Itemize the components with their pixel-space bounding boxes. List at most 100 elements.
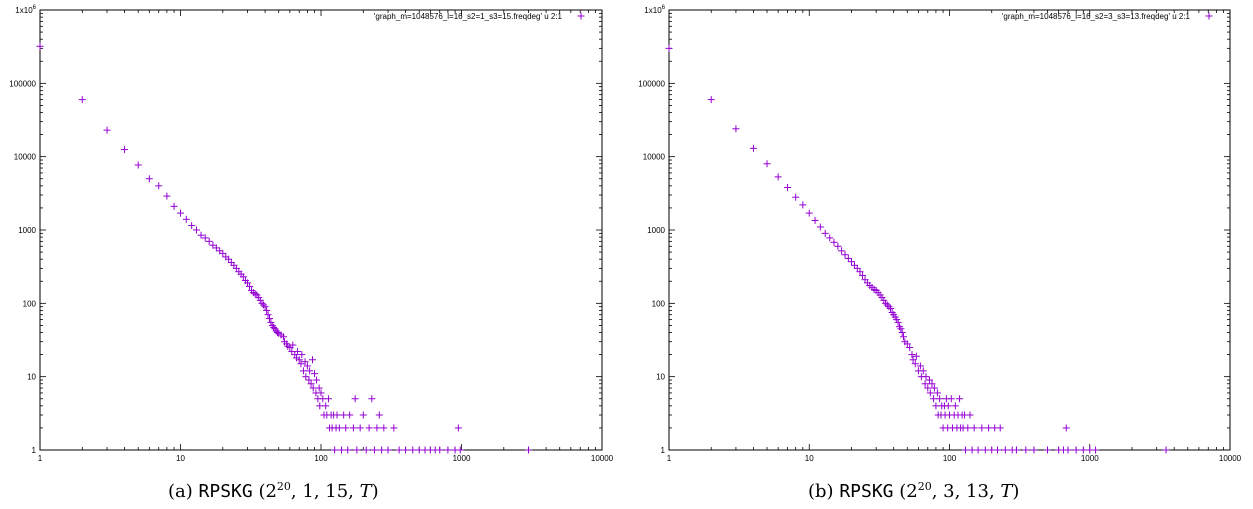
data-point bbox=[970, 424, 978, 432]
data-point bbox=[373, 424, 381, 432]
data-point bbox=[805, 209, 813, 217]
data-point bbox=[1079, 446, 1087, 454]
data-point bbox=[1030, 446, 1038, 454]
data-point bbox=[349, 424, 357, 432]
data-point bbox=[897, 325, 905, 333]
data-point bbox=[313, 376, 321, 384]
y-tick-label: 1 bbox=[32, 446, 37, 455]
data-point bbox=[331, 446, 339, 454]
data-point bbox=[834, 242, 842, 250]
data-point bbox=[338, 446, 346, 454]
legend-marker bbox=[577, 12, 585, 20]
y-tick-label: 100000 bbox=[9, 79, 36, 88]
data-point bbox=[145, 175, 153, 183]
y-tick-label: 10 bbox=[27, 373, 36, 382]
data-point bbox=[456, 446, 464, 454]
data-point bbox=[155, 182, 163, 190]
data-point bbox=[930, 384, 938, 392]
data-point bbox=[256, 296, 264, 304]
data-point bbox=[1022, 446, 1030, 454]
data-point bbox=[784, 183, 792, 191]
data-point bbox=[665, 44, 673, 52]
data-point bbox=[838, 247, 846, 255]
data-point bbox=[395, 446, 403, 454]
data-point bbox=[264, 311, 272, 319]
data-point bbox=[921, 380, 929, 388]
data-point bbox=[295, 356, 303, 364]
data-point bbox=[880, 296, 888, 304]
x-tick-label: 1000 bbox=[453, 454, 471, 463]
data-point bbox=[961, 446, 969, 454]
data-point bbox=[375, 411, 383, 419]
x-tick-label: 10000 bbox=[591, 454, 614, 463]
data-point bbox=[335, 424, 343, 432]
data-point bbox=[322, 402, 330, 410]
data-point bbox=[912, 352, 920, 360]
data-point bbox=[78, 96, 86, 104]
caption-b-args: (220, 3, 13, T) bbox=[899, 480, 1020, 502]
data-point bbox=[279, 333, 287, 341]
data-point bbox=[365, 424, 373, 432]
data-point bbox=[916, 362, 924, 370]
data-point bbox=[302, 373, 310, 381]
data-point bbox=[36, 42, 44, 50]
data-point bbox=[930, 395, 938, 403]
data-point bbox=[307, 380, 315, 388]
data-point bbox=[844, 254, 852, 262]
data-point bbox=[1062, 424, 1070, 432]
data-point bbox=[260, 301, 268, 309]
data-point bbox=[346, 411, 354, 419]
data-point bbox=[170, 202, 178, 210]
data-point bbox=[936, 395, 944, 403]
y-tick-label: 100000 bbox=[638, 79, 665, 88]
data-point bbox=[342, 424, 350, 432]
data-point bbox=[258, 299, 266, 307]
caption-b-label: (b) bbox=[808, 481, 834, 502]
legend-label: 'graph_m=1048576_l=16_s2=1_s3=15.freqdeg… bbox=[374, 12, 563, 21]
y-tick-label: 100 bbox=[652, 299, 666, 308]
data-point bbox=[1001, 446, 1009, 454]
data-point bbox=[919, 367, 927, 375]
y-tick-label: 1000 bbox=[647, 226, 665, 235]
data-point bbox=[315, 384, 323, 392]
data-point bbox=[311, 370, 319, 378]
data-point bbox=[316, 402, 324, 410]
data-point bbox=[956, 395, 964, 403]
data-point bbox=[239, 273, 247, 281]
y-tick-label: 1 bbox=[661, 446, 666, 455]
data-point bbox=[847, 258, 855, 266]
data-point bbox=[219, 249, 227, 257]
data-point bbox=[996, 424, 1004, 432]
data-point bbox=[344, 446, 352, 454]
data-point bbox=[964, 424, 972, 432]
data-point bbox=[359, 411, 367, 419]
data-point bbox=[273, 329, 281, 337]
data-point bbox=[883, 301, 891, 309]
x-tick-label: 10 bbox=[805, 454, 814, 463]
data-point bbox=[894, 318, 902, 326]
data-point bbox=[121, 146, 129, 154]
data-point bbox=[134, 161, 142, 169]
data-point bbox=[251, 290, 259, 298]
data-point bbox=[317, 389, 325, 397]
data-point bbox=[859, 271, 867, 279]
data-point bbox=[270, 323, 278, 331]
plot-frame bbox=[668, 9, 1231, 451]
data-point bbox=[212, 244, 220, 252]
data-point bbox=[378, 446, 386, 454]
caption-b: (b) RPSKG (220, 3, 13, T) bbox=[808, 480, 1019, 502]
data-point bbox=[944, 402, 952, 410]
data-point bbox=[362, 446, 370, 454]
data-point bbox=[911, 360, 919, 368]
data-point bbox=[298, 351, 306, 359]
x-tick-label: 1 bbox=[38, 454, 43, 463]
data-point bbox=[303, 362, 311, 370]
data-point bbox=[525, 446, 533, 454]
data-point bbox=[903, 340, 911, 348]
data-point bbox=[826, 234, 834, 242]
data-point bbox=[908, 351, 916, 359]
data-point bbox=[370, 446, 378, 454]
data-point bbox=[816, 223, 824, 231]
data-point bbox=[353, 446, 361, 454]
data-point bbox=[707, 96, 715, 104]
